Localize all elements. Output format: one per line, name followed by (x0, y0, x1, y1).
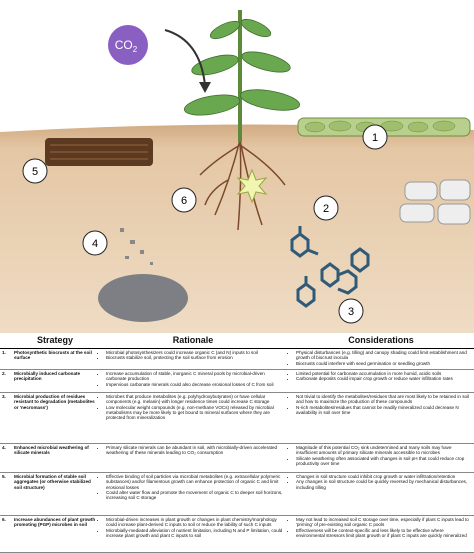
rationale-item: Microbially-mediated alleviation of nutr… (106, 528, 286, 539)
considerations-item: Any changes in soil structure could be q… (296, 479, 472, 490)
marker-circle (171, 187, 197, 213)
rationale-item: Impervious carbonate minerals could also… (106, 382, 286, 387)
considerations-item: Physical disturbances (e.g. tilling) and… (296, 350, 472, 361)
row-rationale: Microbial photosynthesizers could increa… (98, 349, 288, 369)
rationale-list: Primary silicate minerals can be abundan… (100, 445, 286, 456)
row-rationale: Primary silicate minerals can be abundan… (98, 444, 288, 472)
row-strategy: Microbial production of residues resista… (14, 394, 95, 410)
marker-label: 6 (181, 195, 187, 207)
considerations-item: Limited potential for carbonate accumula… (296, 371, 472, 376)
marker-circle (82, 230, 108, 256)
row-number: 1. (2, 350, 6, 355)
co2-label: CO2 (115, 38, 138, 54)
rationale-list: Effective binding of soil particles via … (100, 474, 286, 500)
rationale-list: Microbial-driven increases in plant grow… (100, 517, 286, 538)
row-rationale: Microbial-driven increases in plant grow… (98, 516, 288, 552)
row-number: 2. (2, 371, 6, 376)
rationale-item: Microbes that produce metabolites (e.g. … (106, 394, 286, 405)
considerations-list: Changes in soil structure could inhibit … (290, 474, 472, 490)
marker-label: 2 (323, 203, 329, 215)
considerations-item: Biocrusts could interfere with seed germ… (296, 361, 472, 366)
row-strategy: Photosynthetic biocrusts at the soil sur… (14, 350, 92, 361)
molecules (290, 226, 370, 308)
row-considerations: Not trivial to identify the metabolites/… (288, 393, 474, 443)
rationale-item: Microbial-driven increases in plant grow… (106, 517, 286, 528)
header-strategy: Strategy (36, 335, 73, 345)
considerations-item: N-rich metabolites/residues that cannot … (296, 405, 472, 416)
marker-circle (338, 298, 364, 324)
considerations-list: Magnitude of this potential CO₂ sink und… (290, 445, 472, 466)
rock (98, 274, 188, 322)
row-considerations: Limited potential for carbonate accumula… (288, 370, 474, 392)
header-considerations: Considerations (348, 335, 414, 345)
row-number: 4. (2, 445, 6, 450)
marker-label: 4 (92, 238, 98, 250)
table-row: 1. Photosynthetic biocrusts at the soil s… (0, 349, 474, 370)
table-row: 3. Microbial production of residues resis… (0, 393, 474, 444)
marker-circle (362, 124, 388, 150)
marker-label: 3 (348, 306, 354, 318)
rationale-list: Microbes that produce metabolites (e.g. … (100, 394, 286, 420)
rationale-item: Primary silicate minerals can be abundan… (106, 445, 286, 456)
row-number: 5. (2, 474, 6, 479)
considerations-list: May not lead to increased soil C storage… (290, 517, 472, 538)
table-row: 2. Microbially induced carbonate precipit… (0, 370, 474, 393)
row-number: 6. (2, 517, 6, 522)
biocrust-cells (304, 120, 456, 133)
co2-main: CO (115, 38, 133, 52)
row-rationale: Effective binding of soil particles via … (98, 473, 288, 515)
rationale-item: Effective binding of soil particles via … (106, 474, 286, 490)
marker-circle (22, 158, 48, 184)
row-considerations: Changes in soil structure could inhibit … (288, 473, 474, 515)
rationale-item: Low molecular weight compounds (e.g. non… (106, 405, 286, 421)
marker-label: 1 (372, 132, 378, 144)
particles (120, 228, 153, 265)
aggregate-texture (50, 144, 148, 160)
rationale-item: Microbial photosynthesizers could increa… (106, 350, 286, 355)
considerations-item: Carbonate deposits could impair crop gro… (296, 376, 472, 381)
table-row: 6. Increase abundances of plant growth pr… (0, 516, 474, 553)
considerations-item: Silicate weathering often associated wit… (296, 456, 472, 467)
rationale-item: Biocrusts stabilize soil, protecting the… (106, 355, 286, 360)
row-strategy: Microbial formation of stable soil aggre… (14, 474, 91, 490)
considerations-item: May not lead to increased soil C storage… (296, 517, 472, 528)
row-considerations: Magnitude of this potential CO₂ sink und… (288, 444, 474, 472)
leaves (183, 18, 300, 116)
considerations-item: Changes in soil structure could inhibit … (296, 474, 472, 479)
marker-circle (313, 195, 339, 221)
co2-arrow (164, 29, 206, 86)
rationale-list: Microbial photosynthesizers could increa… (100, 350, 286, 361)
co2-arrowhead (199, 82, 211, 93)
considerations-list: Limited potential for carbonate accumula… (290, 371, 472, 382)
table-row: 5. Microbial formation of stable soil agg… (0, 473, 474, 516)
row-considerations: Physical disturbances (e.g. tilling) and… (288, 349, 474, 369)
row-considerations: May not lead to increased soil C storage… (288, 516, 474, 552)
considerations-list: Not trivial to identify the metabolites/… (290, 394, 472, 415)
row-rationale: Increase accumulation of stable, inorgan… (98, 370, 288, 392)
marker-label: 5 (32, 166, 38, 178)
silicate-stones (399, 179, 471, 225)
row-number: 3. (2, 394, 6, 399)
table-header: Strategy Rationale Considerations (0, 333, 474, 349)
considerations-item: Magnitude of this potential CO₂ sink und… (296, 445, 472, 456)
co2-sub: 2 (133, 45, 138, 54)
co2-bubble (108, 25, 148, 65)
considerations-item: Not trivial to identify the metabolites/… (296, 394, 472, 405)
header-number (0, 333, 12, 348)
rationale-item: Could alter water flow and promote the m… (106, 490, 286, 501)
rationale-list: Increase accumulation of stable, inorgan… (100, 371, 286, 387)
row-strategy: Microbially induced carbonate precipitat… (14, 371, 81, 382)
rationale-item: Increase accumulation of stable, inorgan… (106, 371, 286, 382)
exudate-star (236, 168, 268, 204)
row-strategy: Enhanced microbial weathering of silicat… (14, 445, 89, 456)
considerations-list: Physical disturbances (e.g. tilling) and… (290, 350, 472, 366)
row-rationale: Microbes that produce metabolites (e.g. … (98, 393, 288, 443)
header-rationale: Rationale (172, 335, 214, 345)
considerations-item: Effectiveness will be context-specific a… (296, 528, 472, 539)
strategy-table: Strategy Rationale Considerations 1. Phot… (0, 333, 474, 553)
table-row: 4. Enhanced microbial weathering of silic… (0, 444, 474, 473)
row-strategy: Increase abundances of plant growth prom… (14, 517, 96, 528)
